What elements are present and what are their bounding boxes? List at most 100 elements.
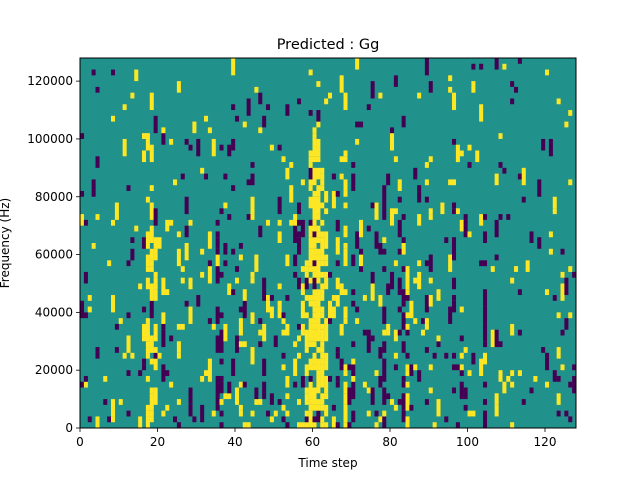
heatmap-cell-high [355, 138, 360, 145]
heatmap-cell-low [498, 214, 503, 220]
heatmap-cell-high [258, 399, 263, 405]
heatmap-cell-high [145, 375, 150, 382]
heatmap-cell-high [560, 271, 565, 278]
heatmap-cell-low [483, 260, 488, 267]
heatmap-cell-high [312, 167, 317, 186]
heatmap-cell-high [107, 260, 112, 267]
heatmap-cell-low [382, 347, 387, 353]
heatmap-cell-high [320, 364, 325, 376]
heatmap-cell-high [351, 358, 356, 365]
heatmap-cell-high [153, 387, 158, 405]
heatmap-cell-high [424, 318, 429, 324]
heatmap-cell-high [324, 208, 329, 215]
heatmap-cell-low [308, 375, 313, 382]
heatmap-cell-low [552, 295, 557, 301]
heatmap-cell-low [266, 104, 271, 111]
heatmap-cell-low [359, 266, 364, 272]
x-tick-label: 120 [534, 435, 557, 449]
heatmap-cell-high [316, 225, 321, 232]
heatmap-cell-high [157, 352, 162, 359]
heatmap-cell-high [312, 202, 317, 220]
heatmap-cell-high [510, 370, 515, 376]
heatmap-cell-low [312, 277, 317, 290]
heatmap-cell-low [424, 295, 429, 313]
heatmap-cell-low [370, 271, 375, 284]
heatmap-cell-high [142, 150, 147, 163]
heatmap-cell-low [401, 416, 406, 423]
heatmap-cell-high [502, 381, 507, 394]
heatmap-cell-high [130, 92, 135, 99]
heatmap-cell-low [285, 422, 290, 428]
heatmap-cell-low [401, 237, 406, 243]
heatmap-cell-high [343, 318, 348, 324]
heatmap-cell-high [277, 219, 282, 226]
heatmap-cell-low [223, 260, 228, 267]
heatmap-cell-high [335, 237, 340, 255]
heatmap-cell-high [254, 254, 259, 272]
heatmap-cell-low [142, 237, 147, 249]
heatmap-cell-high [227, 283, 232, 296]
heatmap-cell-high [560, 364, 565, 371]
heatmap-cell-low [277, 399, 282, 405]
heatmap-cell-low [192, 416, 197, 423]
heatmap-cell-high [242, 422, 247, 428]
heatmap-cell-low [560, 329, 565, 336]
heatmap-cell-low [297, 277, 302, 290]
heatmap-cell-low [300, 375, 305, 388]
heatmap-cell-high [312, 404, 317, 411]
heatmap-cell-low [401, 381, 406, 388]
heatmap-cell-high [145, 231, 150, 249]
heatmap-cell-high [324, 375, 329, 394]
heatmap-cell-high [312, 387, 317, 405]
heatmap-cell-high [479, 214, 484, 226]
heatmap-cell-high [200, 375, 205, 382]
heatmap-cell-high [374, 202, 379, 220]
heatmap-cell-high [153, 254, 158, 261]
heatmap-cell-high [424, 323, 429, 330]
heatmap-cell-low [382, 306, 387, 324]
heatmap-cell-low [397, 196, 402, 203]
heatmap-cell-high [142, 133, 147, 139]
heatmap-cell-high [246, 422, 251, 428]
heatmap-cell-high [134, 225, 139, 232]
heatmap-cell-high [316, 370, 321, 376]
heatmap-cell-high [448, 75, 453, 82]
heatmap-cell-low [250, 162, 255, 168]
heatmap-cell-high [409, 300, 414, 319]
heatmap-cell-low [479, 260, 484, 267]
heatmap-cell-high [293, 358, 298, 376]
x-axis-label: Time step [297, 456, 357, 470]
heatmap-cell-low [463, 387, 468, 400]
heatmap-cell-low [258, 318, 263, 324]
heatmap-cell-high [134, 69, 139, 82]
heatmap-cell-low [297, 219, 302, 226]
heatmap-cell-low [215, 231, 220, 238]
heatmap-cell-high [83, 381, 88, 388]
heatmap-cell-high [405, 381, 410, 388]
heatmap-cell-high [192, 121, 197, 134]
heatmap-cell-high [510, 277, 515, 284]
heatmap-cell-low [351, 416, 356, 423]
heatmap-cell-low [463, 214, 468, 220]
heatmap-cell-high [145, 335, 150, 342]
heatmap-cell-low [130, 237, 135, 243]
heatmap-cell-high [498, 370, 503, 382]
heatmap-cell-high [223, 323, 228, 342]
heatmap-cell-high [149, 410, 154, 417]
heatmap-cell-low [494, 329, 499, 348]
heatmap-cell-high [320, 416, 325, 423]
y-tick-label: 40000 [35, 305, 73, 319]
x-tick-label: 40 [227, 435, 242, 449]
heatmap-cell-low [494, 254, 499, 261]
heatmap-cell-low [184, 225, 189, 238]
heatmap-cell-high [312, 312, 317, 319]
heatmap-cell-high [428, 277, 433, 284]
heatmap-cell-low [471, 352, 476, 365]
heatmap-cell-low [161, 133, 166, 145]
heatmap-cell-high [149, 416, 154, 423]
heatmap-cell-low [227, 144, 232, 157]
heatmap-cell-low [80, 300, 85, 319]
heatmap-cell-low [351, 254, 356, 267]
heatmap-cell-high [316, 404, 321, 411]
